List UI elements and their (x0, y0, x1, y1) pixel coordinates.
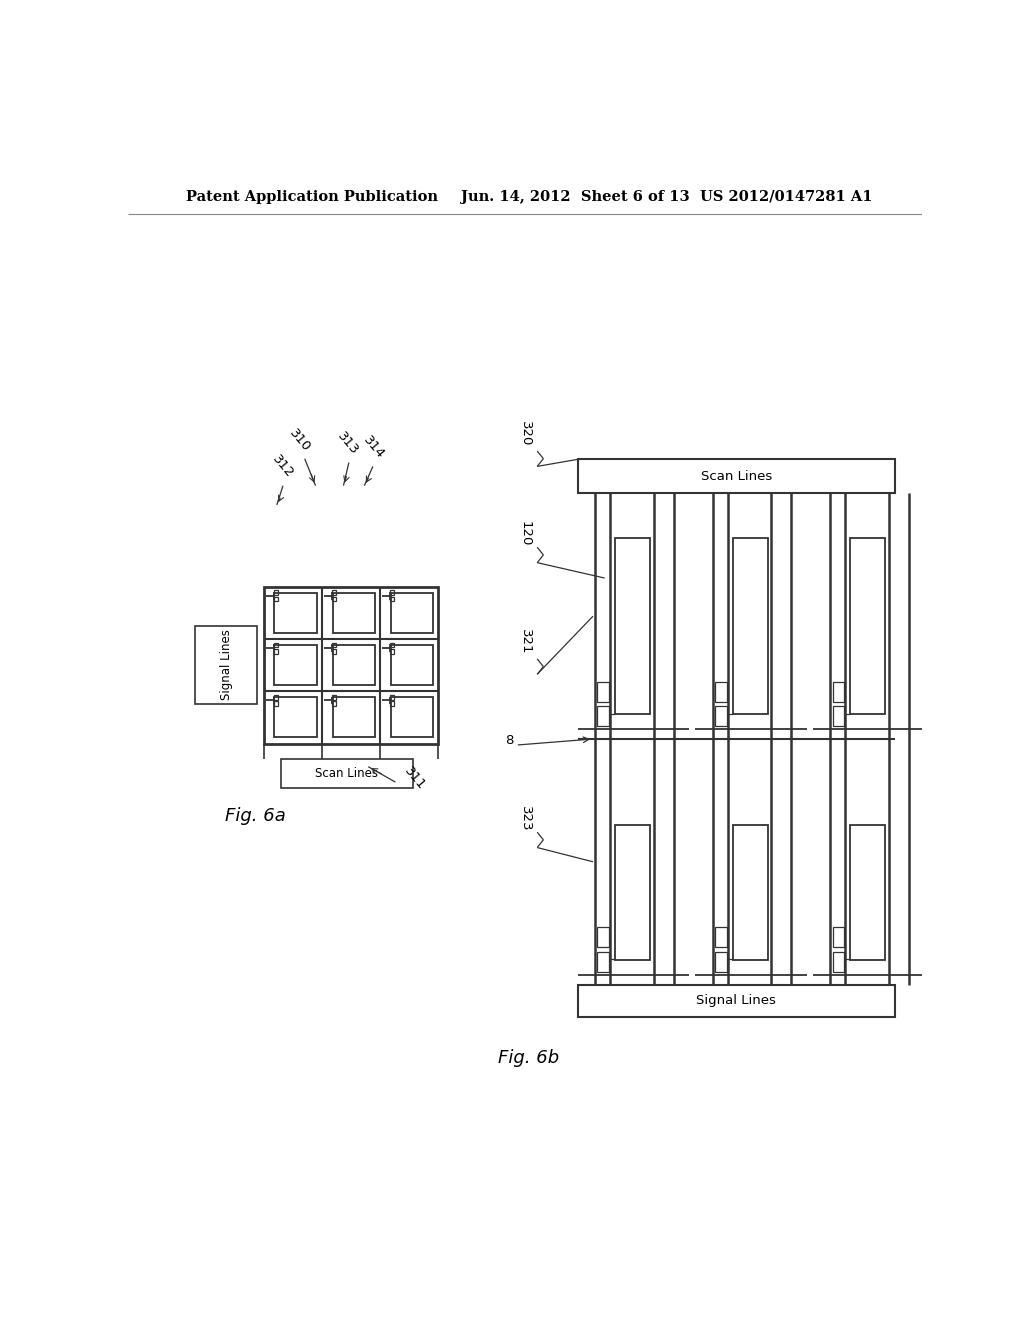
Bar (615, 537, 650, 714)
Bar (390, 649, 394, 653)
Text: 310: 310 (287, 426, 313, 454)
Bar (390, 590, 394, 595)
Bar (332, 590, 336, 595)
Bar (578, 985, 895, 1016)
Bar (715, 706, 727, 726)
Text: Jun. 14, 2012  Sheet 6 of 13: Jun. 14, 2012 Sheet 6 of 13 (461, 190, 690, 203)
Bar (263, 586, 438, 743)
Text: 311: 311 (401, 764, 428, 793)
Text: 314: 314 (360, 434, 387, 462)
Bar (273, 643, 278, 647)
Bar (715, 682, 727, 701)
Bar (391, 697, 433, 738)
Bar (274, 593, 317, 632)
Text: 312: 312 (270, 453, 296, 480)
Bar (390, 597, 394, 601)
Bar (732, 825, 768, 960)
Bar (332, 701, 336, 706)
Text: 313: 313 (335, 430, 361, 458)
Bar (332, 649, 336, 653)
Bar (332, 643, 336, 647)
Bar (333, 645, 375, 685)
Bar (390, 696, 394, 700)
Bar (732, 537, 768, 714)
Bar (273, 701, 278, 706)
Bar (273, 590, 278, 595)
Bar (850, 537, 886, 714)
Bar (274, 697, 317, 738)
Bar (615, 825, 650, 960)
Bar (833, 952, 845, 972)
Bar (833, 706, 845, 726)
Bar (578, 459, 895, 494)
Text: Patent Application Publication: Patent Application Publication (186, 190, 438, 203)
Bar (273, 649, 278, 653)
Bar (273, 696, 278, 700)
Text: 323: 323 (518, 805, 531, 832)
Bar (597, 682, 609, 701)
Bar (833, 682, 845, 701)
Bar (597, 952, 609, 972)
Bar (833, 928, 845, 948)
Bar (391, 593, 433, 632)
Bar (332, 696, 336, 700)
Text: Scan Lines: Scan Lines (315, 767, 379, 780)
Text: Fig. 6b: Fig. 6b (499, 1049, 559, 1067)
Bar (597, 706, 609, 726)
Bar (332, 597, 336, 601)
Bar (850, 825, 886, 960)
Text: Signal Lines: Signal Lines (696, 994, 776, 1007)
Text: Scan Lines: Scan Lines (700, 470, 772, 483)
Bar (390, 701, 394, 706)
Text: 8: 8 (505, 734, 513, 747)
Text: US 2012/0147281 A1: US 2012/0147281 A1 (699, 190, 872, 203)
Bar (281, 759, 413, 788)
Bar (196, 626, 257, 705)
Bar (274, 645, 317, 685)
Text: 320: 320 (518, 421, 531, 446)
Bar (391, 645, 433, 685)
Bar (597, 928, 609, 948)
Text: Fig. 6a: Fig. 6a (225, 807, 286, 825)
Bar (333, 593, 375, 632)
Bar (273, 597, 278, 601)
Bar (333, 697, 375, 738)
Bar (715, 952, 727, 972)
Bar (390, 643, 394, 647)
Text: 120: 120 (518, 521, 531, 546)
Bar (715, 928, 727, 948)
Text: Signal Lines: Signal Lines (220, 630, 232, 701)
Text: 321: 321 (518, 628, 531, 655)
